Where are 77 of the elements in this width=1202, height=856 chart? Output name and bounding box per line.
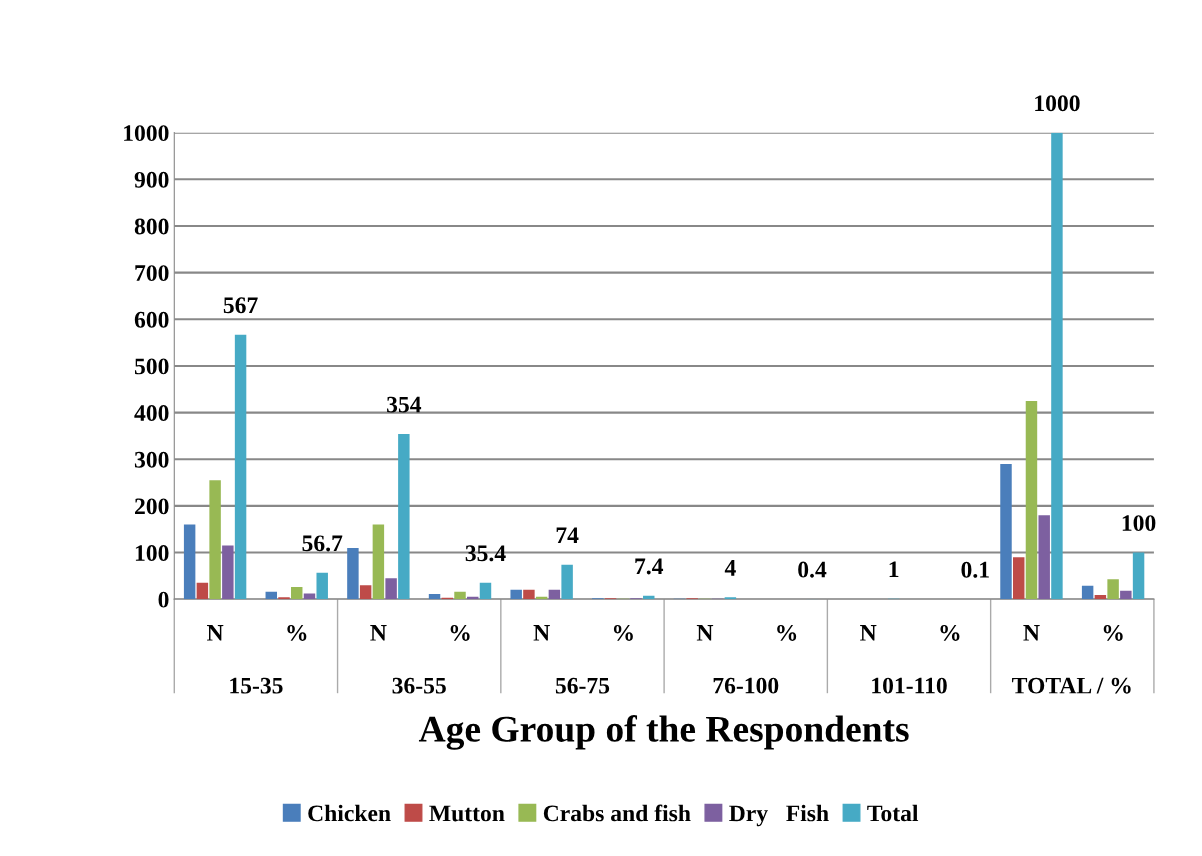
bar (347, 547, 359, 600)
x-tick-label: % (287, 624, 307, 641)
bar (359, 585, 372, 600)
data-label: 56.7 (302, 535, 343, 552)
x-tick-label: N (696, 625, 714, 641)
y-tick-label: 600 (134, 311, 169, 328)
data-label: 100 (1122, 515, 1156, 532)
y-tick-label: 300 (134, 451, 169, 468)
bar (265, 591, 277, 600)
legend-label: Dry Fish (729, 804, 829, 827)
y-tick-label: 700 (135, 265, 169, 282)
data-label: 74 (556, 527, 579, 543)
bar (1107, 579, 1119, 600)
bar (398, 434, 410, 600)
legend-label: Crabs and fish (543, 804, 691, 822)
bar (1038, 515, 1050, 600)
bar (1120, 590, 1132, 600)
text: 76-100 (713, 677, 779, 694)
y-tick-label: 100 (135, 545, 169, 561)
bar (454, 591, 466, 600)
data-label: 0.4 (798, 561, 827, 578)
data-label: 0.1 (961, 561, 989, 578)
bar (1013, 557, 1025, 600)
bar (1051, 132, 1063, 600)
bar (548, 589, 561, 600)
x-axis-title: Age Group of the Respondents (418, 715, 909, 750)
bar (372, 524, 385, 600)
bar (222, 545, 234, 600)
bar (1000, 463, 1012, 600)
data-label: 1000 (1035, 95, 1080, 112)
bar (1132, 552, 1145, 600)
bar (428, 594, 441, 600)
y-tick-label: 400 (134, 405, 169, 422)
text: 15-35 (230, 677, 283, 694)
bar (510, 589, 522, 600)
bar (234, 334, 247, 600)
data-label: 1 (889, 561, 899, 578)
y-tick-label: 900 (134, 171, 169, 188)
text: 36-55 (392, 677, 446, 694)
bar (183, 524, 196, 600)
x-tick-label: N (370, 625, 387, 641)
data-label: 354 (387, 396, 422, 413)
y-tick-label: 0 (158, 591, 169, 608)
text: 56-75 (555, 677, 610, 694)
legend-label: Mutton (429, 805, 505, 822)
y-tick-label: 200 (135, 498, 169, 515)
x-tick-label: % (777, 624, 797, 641)
text: 101-110 (872, 677, 947, 694)
bar (561, 564, 573, 600)
text: TOTAL / % (1012, 677, 1131, 694)
legend-label: Total (867, 804, 919, 822)
data-label: 4 (724, 560, 736, 576)
bar (523, 589, 535, 600)
y-tick-label: 500 (134, 358, 169, 375)
data-label: 7.4 (635, 558, 664, 575)
x-tick-label: N (860, 625, 877, 641)
legend-label: Chicken (308, 804, 391, 822)
bar (1081, 585, 1094, 600)
x-tick-label: N (1023, 625, 1040, 641)
x-tick-label: % (1103, 624, 1123, 641)
bar (196, 582, 209, 600)
y-tick-label: 1000 (124, 125, 169, 142)
bar (385, 578, 397, 600)
bar (1025, 400, 1038, 600)
bar (291, 587, 303, 600)
x-tick-label: % (940, 624, 960, 641)
x-tick-label: N (207, 625, 224, 641)
bar (316, 572, 328, 600)
data-label: 35.4 (465, 545, 506, 562)
x-tick-label: N (533, 625, 550, 641)
bar (209, 480, 221, 600)
x-tick-label: % (613, 624, 633, 641)
bar (479, 582, 492, 600)
y-tick-label: 800 (134, 218, 169, 235)
bar (1094, 595, 1107, 600)
x-tick-label: % (450, 624, 470, 641)
data-label: 567 (223, 297, 258, 314)
